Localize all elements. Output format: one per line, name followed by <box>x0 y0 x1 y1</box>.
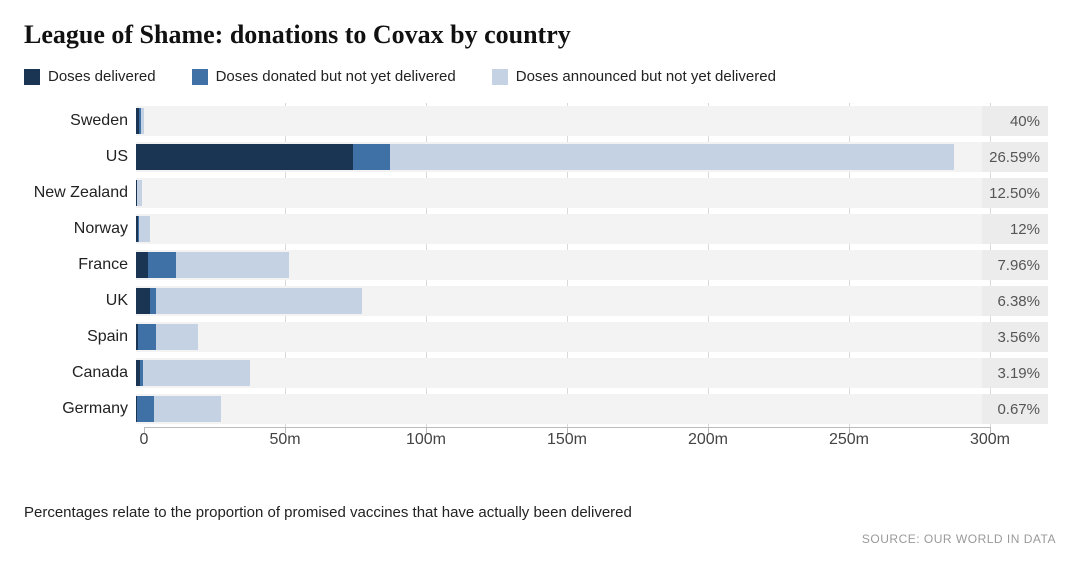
row-background <box>136 358 982 388</box>
bar-segment <box>353 144 390 170</box>
bar-segment <box>143 360 250 386</box>
chart-row: Sweden 40% <box>24 103 1056 139</box>
row-track <box>136 214 982 244</box>
row-track <box>136 250 982 280</box>
legend-item: Doses donated but not yet delivered <box>192 68 456 85</box>
chart: Sweden40%US26.59%New Zealand12.50%Norway… <box>24 103 1056 463</box>
bar-segment <box>137 180 141 206</box>
row-track <box>136 286 982 316</box>
footnote: Percentages relate to the proportion of … <box>24 504 632 521</box>
row-label: Canada <box>24 364 136 382</box>
row-percentage: 3.19% <box>982 358 1048 388</box>
x-tick-label: 50m <box>269 431 300 449</box>
row-percentage: 12.50% <box>982 178 1048 208</box>
row-percentage: 7.96% <box>982 250 1048 280</box>
bar-segment <box>139 216 150 242</box>
row-background <box>136 178 982 208</box>
x-tick-label: 300m <box>970 431 1010 449</box>
legend-swatch <box>192 69 208 85</box>
row-percentage: 26.59% <box>982 142 1048 172</box>
legend-item: Doses announced but not yet delivered <box>492 68 776 85</box>
chart-row: New Zealand 12.50% <box>24 175 1056 211</box>
chart-title: League of Shame: donations to Covax by c… <box>24 20 1056 50</box>
bar-segment <box>154 396 220 422</box>
row-label: US <box>24 148 136 166</box>
row-track <box>136 178 982 208</box>
row-percentage: 6.38% <box>982 286 1048 316</box>
source-label: SOURCE: OUR WORLD IN DATA <box>862 532 1056 546</box>
row-background <box>136 214 982 244</box>
chart-row: Germany 0.67% <box>24 391 1056 427</box>
bar-segment <box>156 288 362 314</box>
row-label: UK <box>24 292 136 310</box>
bar-segment <box>156 324 198 350</box>
legend-label: Doses donated but not yet delivered <box>216 68 456 85</box>
x-tick-label: 100m <box>406 431 446 449</box>
bar-segment <box>136 288 150 314</box>
row-track <box>136 322 982 352</box>
legend-label: Doses delivered <box>48 68 156 85</box>
chart-row: UK 6.38% <box>24 283 1056 319</box>
row-percentage: 3.56% <box>982 322 1048 352</box>
bar-segment <box>137 396 155 422</box>
x-tick-label: 200m <box>688 431 728 449</box>
row-label: France <box>24 256 136 274</box>
row-label: Spain <box>24 328 136 346</box>
row-label: Norway <box>24 220 136 238</box>
bar-segment <box>390 144 954 170</box>
row-label: Sweden <box>24 112 136 130</box>
x-tick-label: 150m <box>547 431 587 449</box>
bar-segment <box>136 144 353 170</box>
row-track <box>136 142 982 172</box>
row-track <box>136 358 982 388</box>
legend-swatch <box>492 69 508 85</box>
bar-segment <box>176 252 289 278</box>
legend-label: Doses announced but not yet delivered <box>516 68 776 85</box>
legend-swatch <box>24 69 40 85</box>
chart-row: France 7.96% <box>24 247 1056 283</box>
bar-segment <box>148 252 176 278</box>
legend: Doses delivered Doses donated but not yet… <box>24 68 1056 85</box>
bar-segment <box>136 252 148 278</box>
x-tick-label: 0 <box>140 431 149 449</box>
row-percentage: 12% <box>982 214 1048 244</box>
legend-item: Doses delivered <box>24 68 156 85</box>
bar-segment <box>138 324 155 350</box>
row-label: Germany <box>24 400 136 418</box>
row-label: New Zealand <box>24 184 136 202</box>
chart-row: Spain 3.56% <box>24 319 1056 355</box>
x-axis-ticks: 050m100m150m200m250m300m <box>144 431 990 459</box>
chart-row: Norway 12% <box>24 211 1056 247</box>
bar-segment <box>141 108 145 134</box>
row-percentage: 0.67% <box>982 394 1048 424</box>
row-background <box>136 106 982 136</box>
x-tick-label: 250m <box>829 431 869 449</box>
chart-rows: Sweden40%US26.59%New Zealand12.50%Norway… <box>24 103 1056 427</box>
chart-row: Canada 3.19% <box>24 355 1056 391</box>
row-percentage: 40% <box>982 106 1048 136</box>
row-track <box>136 106 982 136</box>
chart-row: US 26.59% <box>24 139 1056 175</box>
row-track <box>136 394 982 424</box>
row-background <box>136 322 982 352</box>
row-background <box>136 394 982 424</box>
